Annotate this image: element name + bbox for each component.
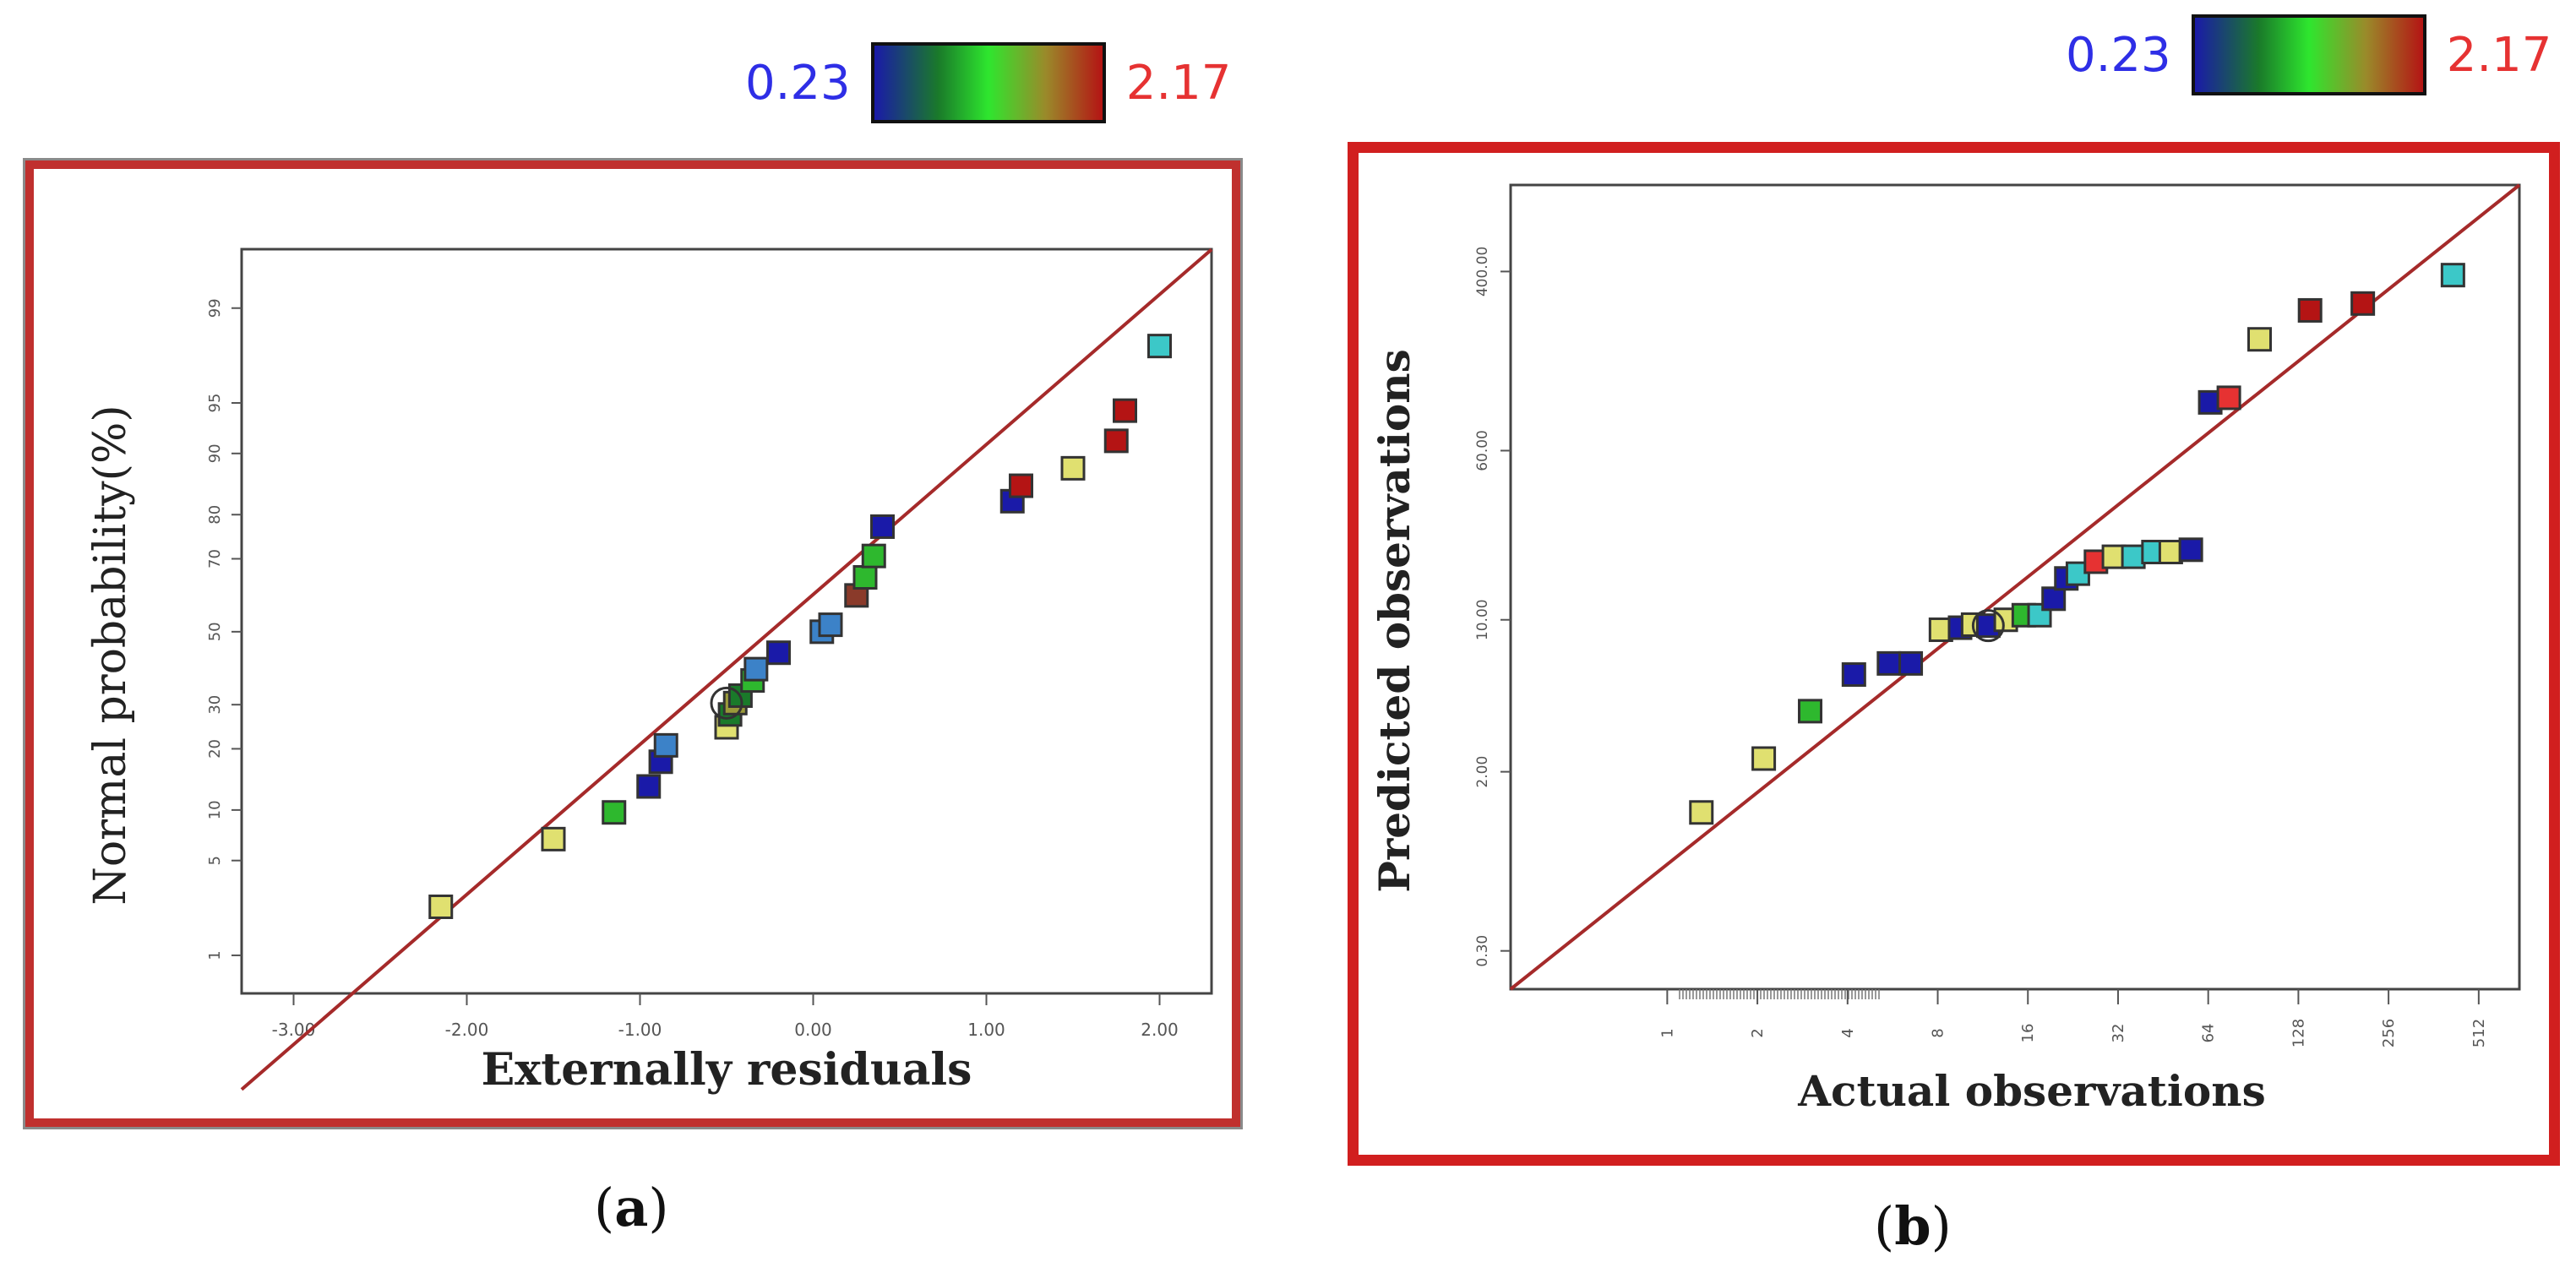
x-tick-label: 1 (1658, 1028, 1676, 1037)
x-tick-label: 0.00 (794, 1020, 832, 1040)
data-point (1798, 699, 1823, 724)
data-point (1898, 650, 1924, 676)
panel-b-frame: 1 2 4 8 16 32 64 128 256 512 0.30 2.00 10.00 60.00 400… (1348, 142, 2560, 1166)
data-point (1103, 428, 1129, 454)
highlight-circle (710, 686, 743, 720)
x-axis-label: Externally residuals (482, 1044, 972, 1096)
data-point (2041, 586, 2067, 612)
data-point (818, 612, 843, 638)
x-tick-label: 1.00 (967, 1020, 1005, 1040)
colorbar-a-min-label: 0.23 (745, 55, 851, 111)
highlight-circle (1971, 609, 2005, 643)
predicted-vs-actual-chart: 1 2 4 8 16 32 64 128 256 512 0.30 2.00 10.00 60.00 400… (1370, 183, 2521, 1116)
x-tick-label: 8 (1930, 1028, 1947, 1037)
x-tick-label: 128 (2290, 1019, 2307, 1047)
data-point (1751, 746, 1777, 771)
y-tick-label: 5 (206, 856, 224, 865)
colorbar-b-max-label: 2.17 (2446, 27, 2552, 83)
data-point (1147, 334, 1172, 359)
caption-b-close: ) (1931, 1195, 1952, 1257)
data-point (2178, 537, 2203, 563)
data-point (1876, 650, 1902, 676)
x-tick-label: 16 (2019, 1024, 2037, 1043)
data-point (2350, 291, 2376, 316)
caption-a-letter: a (614, 1177, 649, 1238)
y-tick-label: 99 (206, 298, 224, 318)
panel-a-frame: -3.00 -2.00 -1.00 0.00 1.00 2.00 1 5 10 20 30 50 70 8… (25, 160, 1240, 1127)
x-tick-label: 512 (2470, 1019, 2488, 1047)
x-tick-label: 256 (2380, 1019, 2398, 1047)
caption-b-letter: b (1894, 1195, 1931, 1257)
data-point (852, 565, 878, 590)
y-tick-label: 95 (206, 394, 224, 413)
data-point (870, 514, 895, 539)
data-point (1113, 398, 1137, 423)
data-point (861, 543, 886, 568)
y-tick-label: 400.00 (1474, 247, 1491, 296)
colorbar-a: 0.23 2.17 (745, 42, 1231, 123)
data-point (1689, 800, 1714, 825)
data-point (2065, 561, 2090, 586)
reference-line (1509, 183, 2521, 991)
caption-b: (b) (1874, 1195, 1952, 1257)
y-tick-label: 10 (206, 800, 224, 819)
data-point (2216, 385, 2241, 411)
data-point (653, 732, 678, 758)
data-point (2247, 327, 2273, 352)
colorbar-a-max-label: 2.17 (1125, 55, 1232, 111)
caption-a-close: ) (648, 1177, 669, 1238)
data-point (636, 774, 662, 799)
data-point (2297, 297, 2323, 323)
colorbar-b-min-label: 0.23 (2066, 27, 2171, 83)
x-axis-label: Actual observations (1797, 1066, 2266, 1116)
caption-b-open: ( (1874, 1195, 1895, 1257)
reference-line (240, 248, 1213, 1091)
y-tick-label: 70 (206, 549, 224, 568)
x-tick-label: 4 (1839, 1028, 1857, 1037)
data-point (766, 640, 791, 666)
y-tick-label: 50 (206, 622, 224, 641)
x-tick-label: 32 (2110, 1024, 2127, 1043)
y-axis-label: Normal probability(%) (85, 405, 136, 905)
data-point (2158, 540, 2183, 565)
plot-area-border (1509, 183, 2521, 991)
caption-a-open: ( (594, 1177, 615, 1238)
x-tick-label: 2.00 (1141, 1020, 1179, 1040)
data-point (1060, 455, 1086, 481)
normal-probability-chart: -3.00 -2.00 -1.00 0.00 1.00 2.001510203050708… (85, 248, 1213, 1096)
plot-area-border (240, 248, 1213, 995)
x-tick-label: 64 (2200, 1024, 2218, 1043)
data-point (602, 800, 627, 825)
colorbar-b-gradient (2191, 14, 2426, 95)
data-point (1841, 662, 1866, 688)
data-point (428, 894, 454, 919)
y-tick-label: 80 (206, 505, 224, 525)
colorbar-b: 0.23 2.17 (2066, 14, 2551, 95)
y-tick-label: 0.30 (1474, 935, 1491, 967)
x-tick-label: 2 (1749, 1028, 1767, 1037)
data-point (743, 656, 769, 682)
data-point (1009, 473, 1033, 498)
caption-a: (a) (594, 1177, 669, 1238)
data-point (541, 826, 566, 851)
colorbar-a-gradient (870, 42, 1106, 123)
data-point (2121, 544, 2146, 569)
data-point (2440, 263, 2465, 288)
x-tick-label: -1.00 (618, 1020, 662, 1040)
y-tick-label: 30 (206, 695, 224, 715)
y-tick-label: 10.00 (1474, 599, 1491, 640)
x-tick-label: -2.00 (445, 1020, 489, 1040)
y-tick-label: 90 (206, 443, 224, 463)
y-tick-label: 20 (206, 739, 224, 759)
y-axis-label: Predicted observations (1370, 349, 1419, 892)
y-tick-label: 2.00 (1474, 756, 1491, 788)
y-tick-label: 60.00 (1474, 430, 1491, 471)
y-tick-label: 1 (206, 950, 224, 960)
